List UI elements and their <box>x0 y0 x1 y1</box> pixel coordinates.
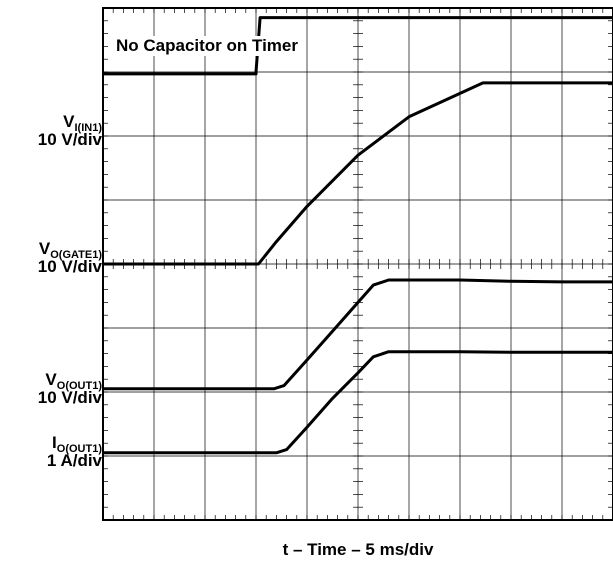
trace-label-scale: 10 V/div <box>37 257 102 276</box>
trace-label-scale: 1 A/div <box>46 451 102 470</box>
trace-label-sub: O(GATE1) <box>50 249 102 261</box>
trace-label-vgate1: VO(GATE1) 10 V/div <box>2 240 102 276</box>
trace-label-vout1: VO(OUT1) 10 V/div <box>2 371 102 407</box>
trace-label-sub: O(OUT1) <box>56 380 102 392</box>
traces <box>103 16 613 455</box>
trace-label-main: I <box>52 433 57 452</box>
trace-label-scale: 10 V/div <box>37 130 102 149</box>
trace-vi-in1- <box>103 16 613 76</box>
trace-label-main: V <box>38 239 51 258</box>
trace-label-iout1: IO(OUT1) 1 A/div <box>2 434 102 470</box>
trace-label-main: V <box>45 370 57 389</box>
x-axis-label: t – Time – 5 ms/div <box>282 540 434 559</box>
trace-label-sub: O(OUT1) <box>56 443 102 455</box>
trace-label-sub: I(IN1) <box>74 122 103 134</box>
trace-vo-gate1- <box>103 81 613 266</box>
trace-label-vin1: VI(IN1) 10 V/div <box>2 113 102 149</box>
trace-io-out1- <box>103 350 613 455</box>
trace-vo-out1- <box>103 278 613 391</box>
trace-label-main: V <box>63 112 75 131</box>
plot-frame <box>102 7 613 521</box>
annotation-text: No Capacitor on Timer <box>112 36 302 56</box>
trace-label-scale: 10 V/div <box>37 388 102 407</box>
